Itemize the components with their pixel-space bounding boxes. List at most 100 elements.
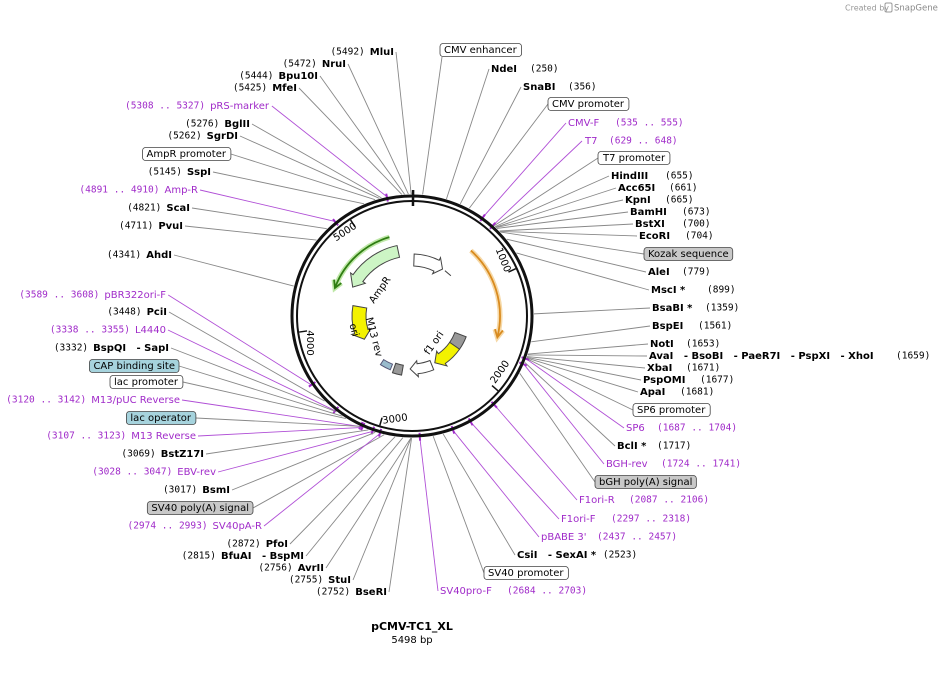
enzyme-name: NotI: [650, 339, 674, 350]
label-line: [526, 358, 634, 411]
label-line: [239, 135, 380, 199]
enzyme-name: AhdI: [146, 250, 172, 261]
feature-box: [594, 475, 697, 489]
label-line: [205, 429, 369, 455]
label-line: [493, 157, 599, 227]
label-line: [178, 365, 343, 417]
label-line: [167, 294, 312, 386]
label-line: [527, 356, 646, 369]
feature-arrow: [379, 358, 394, 371]
feature-arc: [470, 249, 501, 336]
feature-box: [439, 43, 522, 57]
feature-arc: [334, 236, 390, 287]
label-line: [494, 405, 578, 501]
enzyme-position: (3332): [54, 343, 88, 354]
enzyme-position: (2815): [182, 551, 216, 562]
enzyme-name: BstZ17I: [161, 449, 204, 460]
credit: Created by: [845, 4, 889, 13]
ring-tick-label: 1000: [493, 246, 513, 274]
label-line: [459, 86, 522, 205]
enzyme-name: BseRI: [355, 587, 387, 598]
label-line: [526, 356, 642, 381]
labels: CMV enhancer NdeI (250) SnaBI (356) CMV promo…: [6, 43, 930, 598]
label-line: [531, 325, 651, 343]
label-lines: [167, 51, 651, 593]
label-line: [506, 238, 647, 273]
label-line: [231, 431, 376, 491]
enzyme-position: (1561): [698, 321, 732, 332]
feature-box-label: CAP binding site: [93, 361, 175, 372]
primer-name: SP6: [626, 423, 645, 434]
enzyme-position: (899): [707, 285, 736, 296]
label-line: [217, 430, 373, 473]
feature-box: [142, 147, 232, 161]
feature-box: [547, 97, 630, 111]
enzyme-name: KpnI: [625, 195, 651, 206]
ring-tick-label: 2000: [489, 359, 513, 386]
primer-name: M13/pUC Reverse: [91, 395, 180, 406]
enzyme-position: (250): [530, 64, 559, 75]
primer-range: (2684 .. 2703): [507, 586, 587, 597]
enzyme-name: XbaI: [647, 363, 672, 374]
enzyme-name: PfoI: [266, 539, 288, 550]
label-line: [495, 199, 624, 228]
label-line: [388, 437, 413, 593]
label-line: [446, 68, 490, 200]
label-line: [199, 189, 335, 222]
primer-name: F1ori-R: [579, 495, 615, 506]
enzyme-name: PciI: [147, 307, 167, 318]
enzyme-position: (5492): [330, 47, 364, 58]
enzyme-position: (5145): [148, 167, 182, 178]
feature-box: [643, 247, 734, 261]
enzyme-position: (1659): [896, 351, 930, 362]
label-line: [230, 153, 376, 201]
plasmid-name: pCMV-TC1_XL: [371, 620, 453, 633]
plasmid-length: 5498 bp: [391, 635, 432, 646]
feature-box: [89, 359, 180, 373]
label-line: [212, 171, 365, 205]
enzyme-name: HindIII: [611, 171, 648, 182]
label-line: [167, 329, 336, 412]
enzyme-name: Acc65I: [618, 183, 655, 194]
enzyme-position: (779): [682, 267, 711, 278]
label-line: [468, 103, 549, 209]
enzyme-position: (356): [568, 82, 597, 93]
feature-hatch: [444, 270, 452, 277]
enzyme-position: (2756): [258, 563, 292, 574]
feature-arrow: [350, 305, 372, 340]
enzyme-name: MscI *: [651, 285, 686, 296]
enzyme-name: PspOMI: [643, 375, 685, 386]
enzyme-name: StuI: [328, 575, 351, 586]
enzyme-position: (1653): [686, 339, 720, 350]
feature-box: [109, 375, 184, 389]
label-line: [422, 56, 443, 195]
feature-box: [483, 566, 569, 580]
enzyme-name: BclI *: [617, 441, 647, 452]
enzyme-position: (673): [682, 207, 711, 218]
enzyme-name: BglII: [224, 119, 250, 130]
feature-arrow: [434, 341, 461, 367]
label-line: [305, 437, 404, 557]
label-line: [432, 435, 485, 574]
feature-box-label: CMV promoter: [552, 99, 625, 110]
primer-range: (1724 .. 1741): [661, 459, 741, 470]
enzyme-name: BspEI: [652, 321, 683, 332]
label-line: [494, 175, 610, 228]
enzyme-name: MfeI: [272, 83, 297, 94]
enzyme-name: AleI: [648, 267, 670, 278]
primer-name: F1ori-F: [561, 514, 596, 525]
feature-arc-head: [333, 279, 342, 290]
label-line: [181, 399, 361, 428]
feature-box: [126, 411, 197, 425]
enzyme-position: (1717): [657, 441, 691, 452]
primer-name: pBR322ori-F: [104, 290, 166, 301]
primer-name: SV40pA-R: [213, 521, 262, 532]
feature-box-label: bGH poly(A) signal: [599, 477, 692, 488]
enzyme-name: NdeI: [491, 64, 517, 75]
label-line: [263, 433, 381, 527]
feature-arrow: [349, 244, 401, 288]
label-line: [251, 123, 382, 199]
enzyme-position: (5425): [233, 83, 267, 94]
feature-label: AmpR: [367, 275, 393, 306]
